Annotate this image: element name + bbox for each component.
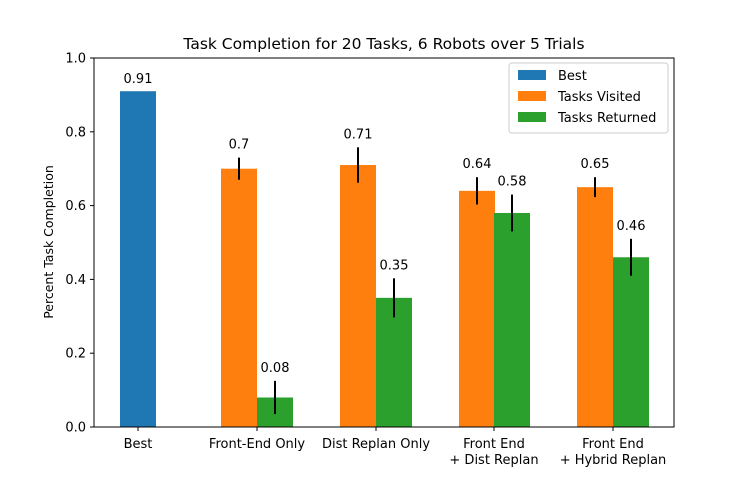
data-labels-layer: 0.91 0.7 0.71 0.64 0.65 0.08 0.35 0.58 0.46 — [124, 72, 646, 376]
x-tick-label-line: + Hybrid Replan — [560, 453, 667, 468]
x-tick-label-line: Front End — [463, 437, 525, 452]
bar-tasks-visited — [221, 168, 257, 427]
bar-tasks-visited — [340, 165, 376, 427]
x-tick-label-line: Best — [124, 437, 153, 452]
x-tick-label: Best — [124, 437, 153, 452]
y-tick-label: 0.2 — [65, 347, 86, 362]
data-label: 0.64 — [463, 157, 492, 172]
x-tick-label-line: + Dist Replan — [449, 453, 538, 468]
x-tick-label-line: Dist Replan Only — [322, 437, 430, 452]
legend-swatch — [518, 70, 546, 80]
y-axis-label: Percent Task Completion — [41, 165, 56, 319]
legend-entry: Tasks Returned — [557, 111, 656, 126]
legend-swatch — [518, 91, 546, 101]
x-tick-label: Front End + Hybrid Replan — [560, 437, 667, 468]
data-label: 0.08 — [261, 361, 290, 376]
x-tick-label-line: Front-End Only — [209, 437, 305, 452]
data-label: 0.58 — [498, 175, 527, 190]
bar-tasks-returned — [494, 212, 530, 427]
y-tick-label: 0.8 — [65, 125, 86, 140]
plot-frame — [93, 57, 675, 428]
bar-tasks-visited — [459, 190, 495, 427]
chart-title: Task Completion for 20 Tasks, 6 Robots o… — [182, 35, 584, 53]
data-label: 0.65 — [581, 157, 610, 172]
data-label: 0.91 — [124, 72, 153, 87]
legend: Best Tasks Visited Tasks Returned — [508, 62, 669, 134]
bar-tasks-returned — [376, 297, 412, 427]
x-tick-label: Front End + Dist Replan — [449, 437, 538, 468]
y-tick-label: 0.4 — [65, 273, 86, 288]
legend-entry: Tasks Visited — [557, 90, 641, 105]
y-tick-label: 0.0 — [65, 421, 86, 436]
legend-entry: Best — [558, 69, 587, 84]
data-label: 0.35 — [380, 258, 409, 273]
y-tick-label: 1.0 — [65, 52, 86, 67]
error-bars-layer — [238, 147, 632, 415]
data-label: 0.7 — [229, 138, 250, 153]
y-tick-label: 0.6 — [65, 199, 86, 214]
bar-tasks-returned — [613, 257, 649, 427]
legend-swatch — [518, 112, 546, 122]
x-tick-label: Dist Replan Only — [322, 437, 430, 452]
legend-box — [508, 62, 669, 134]
bars-layer — [120, 91, 649, 428]
data-label: 0.46 — [617, 219, 646, 234]
x-tick-label: Front-End Only — [209, 437, 305, 452]
x-tick-label-line: Front End — [582, 437, 644, 452]
bar-tasks-visited — [577, 187, 613, 427]
axis-ticks: 0.0 0.2 0.4 0.6 0.8 1.0 Best Front-End Only Dist… — [65, 52, 666, 469]
bar-best — [120, 91, 156, 428]
data-label: 0.71 — [344, 127, 373, 142]
